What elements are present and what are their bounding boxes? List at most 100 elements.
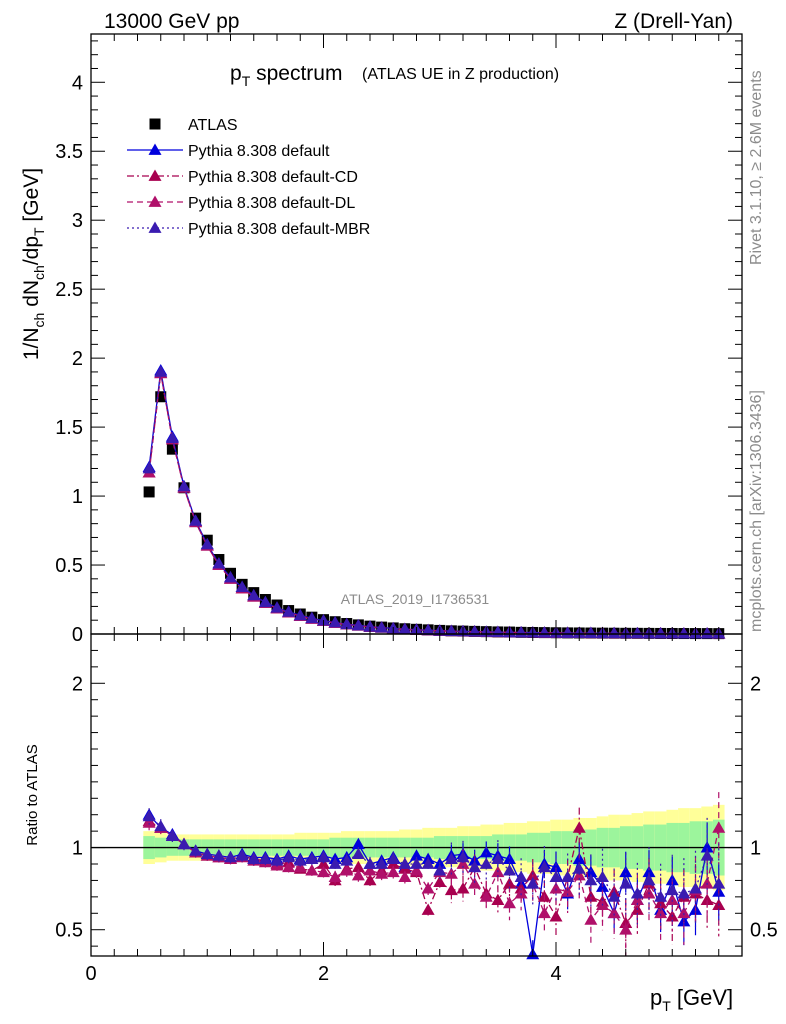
point-pythia-8-308-default-mbr (375, 621, 389, 633)
legend-label-atlas: ATLAS (188, 117, 238, 134)
point-pythia-8-308-default-mbr (351, 618, 365, 631)
ratio-point-pythia-8-308-default-dl (677, 906, 691, 919)
y-tick-label: 4 (72, 72, 83, 94)
ratio-series-layer (91, 792, 742, 960)
ratio-y-tick-label: 0.5 (55, 920, 83, 942)
point-pythia-8-308-default-mbr (142, 461, 156, 474)
ratio-point-pythia-8-308-default-mbr (421, 857, 435, 869)
point-pythia-8-308-default-mbr (421, 623, 435, 636)
ratio-point-pythia-8-308-default-mbr (712, 877, 726, 889)
point-pythia-8-308-default-mbr (270, 601, 284, 613)
ratio-point-pythia-8-308-default-dl (142, 816, 156, 828)
ratio-point-pythia-8-308-default-cd (363, 873, 377, 886)
ratio-point-pythia-8-308-default-mbr (619, 877, 633, 889)
ratio-point-pythia-8-308-default-mbr (572, 862, 586, 874)
point-pythia-8-308-default-mbr (247, 588, 261, 601)
ratio-point-pythia-8-308-default-mbr (165, 829, 179, 841)
ratio-point-pythia-8-308-default-dl (561, 885, 575, 897)
ratio-point-pythia-8-308-default-mbr (142, 809, 156, 822)
ratio-point-pythia-8-308-default (410, 849, 423, 861)
legend-marker-pythia-8-308-default-cd (148, 169, 162, 181)
point-pythia-8-308-default-mbr (189, 514, 203, 526)
ratio-point-pythia-8-308-default-mbr (689, 882, 702, 894)
ratio-point-pythia-8-308-default-dl (503, 896, 516, 909)
y-tick-label: 2 (72, 348, 83, 370)
ratio-point-pythia-8-308-default-dl (700, 877, 714, 889)
mcplots-label: mcplots.cern.ch [arXiv:1306.3436] (748, 390, 765, 632)
ratio-point-pythia-8-308-default-mbr (212, 849, 226, 861)
data-point-atlas (155, 391, 167, 403)
ratio-point-pythia-8-308-default-dl (305, 864, 319, 876)
ratio-point-pythia-8-308-default-mbr (154, 819, 168, 832)
ratio-point-pythia-8-308-default-mbr (665, 883, 679, 896)
ratio-point-pythia-8-308-default-mbr (363, 857, 377, 869)
ratio-point-pythia-8-308-default-dl (363, 864, 377, 876)
point-pythia-8-308-default-mbr (282, 605, 296, 617)
y-tick-label: 0.5 (55, 555, 83, 577)
ratio-point-pythia-8-308-default-mbr (224, 850, 237, 863)
ratio-point-pythia-8-308-default-mbr (514, 870, 528, 883)
ratio-point-pythia-8-308-default-mbr (561, 870, 575, 883)
ratio-point-pythia-8-308-default-mbr (444, 852, 458, 864)
ratio-point-pythia-8-308-default-cd (549, 910, 563, 922)
ratio-point-pythia-8-308-default-dl (398, 870, 412, 883)
ratio-y-tick-label-right: 0.5 (750, 920, 778, 942)
ratio-point-pythia-8-308-default-mbr (410, 857, 423, 869)
ratio-point-pythia-8-308-default-dl (549, 882, 563, 894)
point-pythia-8-308-default-mbr (584, 626, 598, 639)
ratio-point-pythia-8-308-default-dl (607, 906, 621, 919)
ratio-point-pythia-8-308-default-mbr (526, 877, 540, 889)
ratio-point-pythia-8-308-default-dl (712, 821, 726, 833)
ratio-point-pythia-8-308-default-cd (444, 883, 458, 896)
ratio-y-tick-label-right: 1 (750, 838, 761, 860)
ratio-point-pythia-8-308-default-mbr (630, 887, 644, 899)
point-pythia-8-308-default-mbr (165, 431, 179, 444)
point-pythia-8-308-default-mbr (235, 580, 249, 592)
ratio-point-pythia-8-308-default-dl (386, 865, 400, 878)
ratio-point-pythia-8-308-default-cd (351, 860, 365, 873)
ratio-point-pythia-8-308-default (479, 846, 493, 858)
ratio-point-pythia-8-308-default-mbr (328, 857, 342, 869)
ratio-point-pythia-8-308-default-mbr (433, 864, 447, 876)
point-pythia-8-308-default-mbr (305, 611, 319, 624)
ratio-point-pythia-8-308-default-dl (584, 913, 598, 925)
point-pythia-8-308-default-mbr (654, 627, 668, 639)
ratio-point-pythia-8-308-default (700, 841, 714, 853)
ratio-point-pythia-8-308-default-dl (479, 890, 493, 902)
ratio-point-pythia-8-308-default-mbr (270, 854, 284, 866)
point-pythia-8-308-default-mbr (677, 627, 691, 639)
energy-label: 13000 GeV pp (104, 10, 239, 33)
legend-label-pythia-8-308-default-cd: Pythia 8.308 default-CD (188, 169, 358, 186)
ratio-point-pythia-8-308-default-cd (700, 893, 714, 906)
analysis-label: ATLAS_2019_I1736531 (341, 591, 490, 607)
ratio-y-tick-label-right: 2 (750, 673, 761, 695)
ratio-axis-label: Ratio to ATLAS (24, 744, 41, 845)
ratio-point-pythia-8-308-default-mbr (386, 852, 400, 864)
y-tick-label: 3.5 (55, 141, 83, 163)
ratio-point-pythia-8-308-default-mbr (305, 852, 319, 864)
ratio-point-pythia-8-308-default-mbr (468, 860, 482, 873)
legend-label-pythia-8-308-default-mbr: Pythia 8.308 default-MBR (188, 221, 370, 238)
rivet-label: Rivet 3.1.10, ≥ 2.6M events (748, 70, 765, 265)
ratio-point-pythia-8-308-default-dl (654, 906, 668, 919)
x-tick-label: 4 (550, 963, 561, 985)
ratio-point-pythia-8-308-default (619, 865, 633, 878)
legend-label-pythia-8-308-default: Pythia 8.308 default (188, 143, 330, 160)
ratio-point-pythia-8-308-default-mbr (456, 850, 470, 863)
point-pythia-8-308-default-mbr (177, 479, 191, 492)
ratio-point-pythia-8-308-default-mbr (596, 870, 609, 883)
ratio-point-pythia-8-308-default-dl (410, 864, 423, 876)
ratio-y-tick-label: 2 (72, 673, 83, 695)
ratio-point-pythia-8-308-default-mbr (340, 854, 354, 866)
ratio-point-pythia-8-308-default-mbr (375, 857, 389, 869)
ratio-point-pythia-8-308-default-dl (340, 864, 354, 876)
point-pythia-8-308-default-mbr (328, 616, 342, 628)
ratio-point-pythia-8-308-default-mbr (491, 852, 505, 864)
ratio-point-pythia-8-308-default-mbr (177, 837, 191, 850)
point-pythia-8-308-default-mbr (444, 624, 458, 636)
legend-marker-pythia-8-308-default (148, 143, 162, 155)
y-axis-label: 1/Nch dNch/dpT [GeV] (20, 168, 47, 360)
point-pythia-8-308-default-mbr (607, 626, 621, 639)
ratio-point-pythia-8-308-default-mbr (351, 847, 365, 860)
ratio-point-pythia-8-308-default-cd (654, 896, 668, 909)
